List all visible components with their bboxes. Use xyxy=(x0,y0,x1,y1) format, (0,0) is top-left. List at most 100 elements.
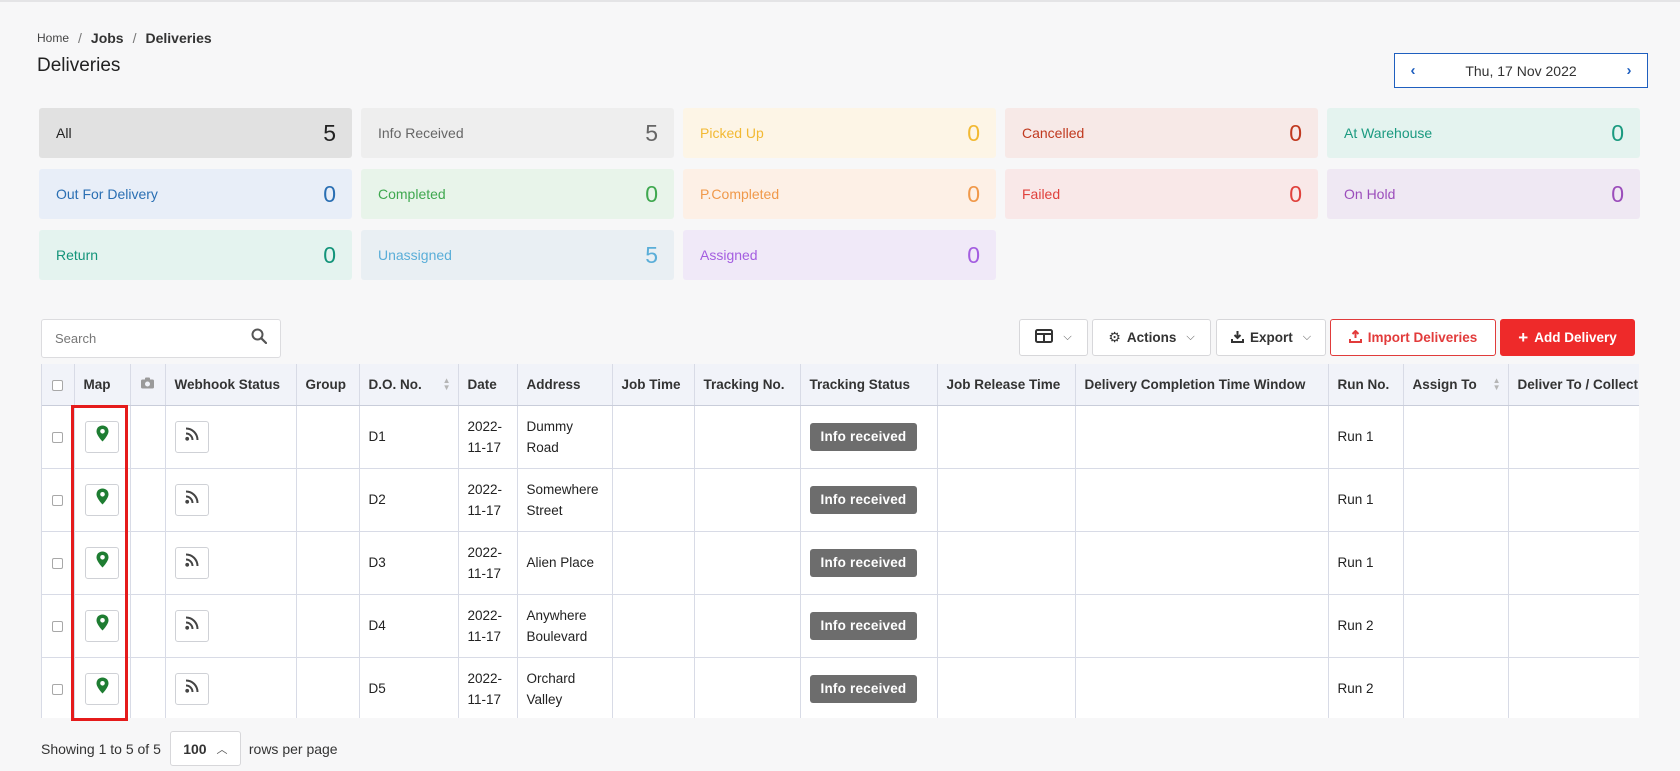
next-date-button[interactable]: › xyxy=(1611,54,1647,87)
run-no-cell: Run 1 xyxy=(1328,468,1404,532)
run-no-cell: Run 1 xyxy=(1328,531,1404,595)
column-toggle-button[interactable]: ⌵ xyxy=(1019,319,1088,356)
import-deliveries-button[interactable]: Import Deliveries xyxy=(1330,319,1496,356)
status-card-on-hold[interactable]: On Hold 0 xyxy=(1327,169,1640,219)
map-pin-button[interactable] xyxy=(85,672,119,705)
export-button[interactable]: Export ⌵ xyxy=(1216,319,1326,356)
job-time-cell xyxy=(612,405,695,469)
map-pin-button[interactable] xyxy=(85,546,119,579)
status-card-label: Info Received xyxy=(378,125,464,141)
photo-cell xyxy=(130,468,166,532)
col-header-job-release-time: Job Release Time xyxy=(937,364,1076,406)
webhook-status-cell xyxy=(165,594,297,658)
rows-per-page-select[interactable]: 100 ︿ xyxy=(169,731,241,766)
sort-icon: ▲ ▼ xyxy=(1492,376,1501,392)
status-card-info-received[interactable]: Info Received 5 xyxy=(361,108,674,158)
row-checkbox[interactable] xyxy=(52,494,64,506)
map-cell xyxy=(74,531,131,595)
map-pin-button[interactable] xyxy=(85,609,119,642)
status-card-failed[interactable]: Failed 0 xyxy=(1005,169,1318,219)
pagination-summary: Showing 1 to 5 of 5 xyxy=(41,740,161,757)
photo-cell xyxy=(130,405,166,469)
status-card-count: 5 xyxy=(323,119,336,146)
tracking-no-cell xyxy=(694,531,801,595)
status-card-count: 5 xyxy=(645,119,658,146)
date-cell: 2022-11-17 xyxy=(458,468,518,532)
search-box xyxy=(41,319,281,358)
breadcrumb: Home / Jobs / Deliveries xyxy=(37,30,212,46)
gear-icon: ⚙ xyxy=(1108,329,1121,345)
current-date[interactable]: Thu, 17 Nov 2022 xyxy=(1465,62,1577,79)
status-card-all[interactable]: All 5 xyxy=(39,108,352,158)
completion-window-cell xyxy=(1075,657,1329,718)
search-input[interactable] xyxy=(55,331,251,346)
photo-cell xyxy=(130,657,166,718)
status-card-p-completed[interactable]: P.Completed 0 xyxy=(683,169,996,219)
breadcrumb-separator: / xyxy=(132,30,137,46)
map-cell xyxy=(74,468,131,532)
row-checkbox[interactable] xyxy=(52,557,64,569)
breadcrumb-jobs[interactable]: Jobs xyxy=(90,30,124,46)
job-time-cell xyxy=(612,468,695,532)
download-icon xyxy=(1230,330,1244,346)
row-select-cell xyxy=(42,468,75,532)
table-row: D3 2022-11-17 Alien Place Info received Run … xyxy=(42,531,1639,595)
webhook-status-button[interactable] xyxy=(174,546,209,579)
row-checkbox[interactable] xyxy=(52,683,64,695)
webhook-status-button[interactable] xyxy=(174,672,209,705)
status-card-cancelled[interactable]: Cancelled 0 xyxy=(1005,108,1318,158)
job-release-time-cell xyxy=(937,657,1076,718)
status-card-label: P.Completed xyxy=(700,186,780,202)
map-pin-button[interactable] xyxy=(85,420,119,453)
col-header-assign-to[interactable]: Assign To ▲ ▼ xyxy=(1403,364,1509,406)
status-card-label: All xyxy=(56,125,72,141)
status-card-count: 0 xyxy=(323,180,336,207)
rss-icon xyxy=(184,426,199,447)
table-header-row: Map Webhook Status Group D.O. No. ▲ ▼ Date… xyxy=(42,364,1639,406)
prev-date-button[interactable]: ‹ xyxy=(1395,54,1431,87)
map-pin-icon xyxy=(96,425,109,448)
do-no-cell: D5 xyxy=(359,657,459,718)
table-row: D1 2022-11-17 Dummy Road Info received Run 1 xyxy=(42,405,1639,469)
select-all-checkbox[interactable] xyxy=(52,379,64,391)
status-card-completed[interactable]: Completed 0 xyxy=(361,169,674,219)
row-checkbox[interactable] xyxy=(52,431,64,443)
job-release-time-cell xyxy=(937,594,1076,658)
add-delivery-button[interactable]: + Add Delivery xyxy=(1500,319,1635,356)
status-card-label: Unassigned xyxy=(378,247,452,263)
rss-icon xyxy=(184,615,199,636)
status-card-unassigned[interactable]: Unassigned 5 xyxy=(361,230,674,280)
photo-cell xyxy=(130,594,166,658)
status-card-at-warehouse[interactable]: At Warehouse 0 xyxy=(1327,108,1640,158)
chevron-up-icon: ︿ xyxy=(216,743,228,756)
status-card-return[interactable]: Return 0 xyxy=(39,230,352,280)
status-card-out-for-delivery[interactable]: Out For Delivery 0 xyxy=(39,169,352,219)
col-header-date: Date xyxy=(458,364,518,406)
actions-label: Actions xyxy=(1126,330,1177,345)
status-card-count: 5 xyxy=(645,241,658,268)
group-cell xyxy=(296,657,360,718)
map-pin-button[interactable] xyxy=(85,483,119,516)
webhook-status-button[interactable] xyxy=(174,483,209,516)
status-card-count: 0 xyxy=(645,180,658,207)
import-label: Import Deliveries xyxy=(1367,330,1478,345)
row-checkbox[interactable] xyxy=(52,620,64,632)
map-pin-icon xyxy=(96,677,109,700)
add-delivery-label: Add Delivery xyxy=(1534,330,1617,345)
actions-button[interactable]: ⚙ Actions ⌵ xyxy=(1092,319,1211,356)
col-header-do-no[interactable]: D.O. No. ▲ ▼ xyxy=(359,364,459,406)
job-release-time-cell xyxy=(937,468,1076,532)
plus-icon: + xyxy=(1518,328,1529,347)
search-icon[interactable] xyxy=(251,328,268,349)
map-pin-icon xyxy=(96,488,109,511)
address-cell: Alien Place xyxy=(517,531,613,595)
status-card-label: Return xyxy=(56,247,99,263)
status-card-assigned[interactable]: Assigned 0 xyxy=(683,230,996,280)
webhook-status-button[interactable] xyxy=(174,609,209,642)
status-card-label: Out For Delivery xyxy=(56,186,158,202)
webhook-status-cell xyxy=(165,657,297,718)
chevron-left-icon: ‹ xyxy=(1410,62,1416,79)
breadcrumb-home[interactable]: Home xyxy=(37,31,70,45)
status-card-picked-up[interactable]: Picked Up 0 xyxy=(683,108,996,158)
webhook-status-button[interactable] xyxy=(174,420,209,453)
